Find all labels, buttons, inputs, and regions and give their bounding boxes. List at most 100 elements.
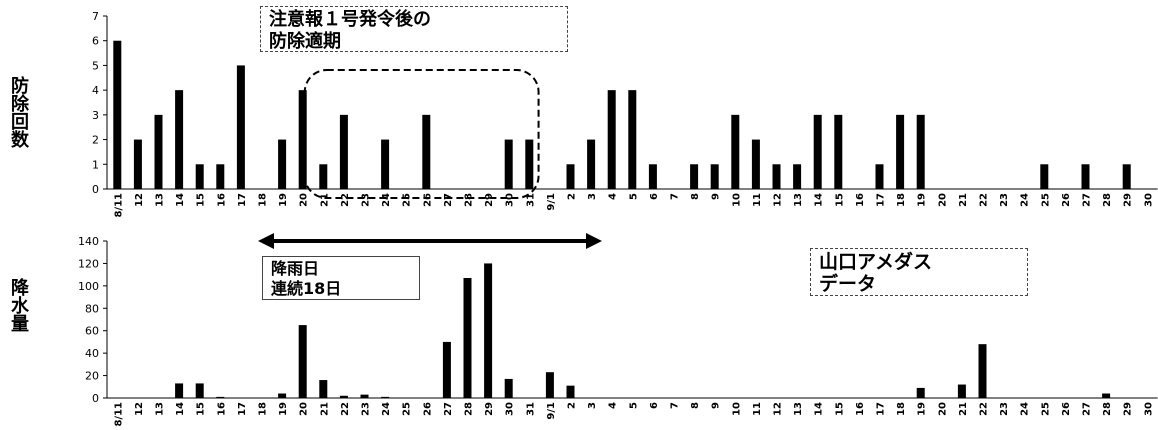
rain-y-tick-label: 80 — [85, 302, 99, 315]
spray-y-tick-label: 0 — [92, 183, 99, 196]
spray-x-tick-label: 27 — [1082, 193, 1093, 207]
spray-x-tick-label: 16 — [216, 193, 227, 207]
spray-x-tick-label: 31 — [525, 193, 536, 207]
top-y-axis-label: 防除回数 — [8, 76, 29, 148]
rain-y-tick-label: 0 — [92, 392, 99, 405]
rain-x-tick-label: 9/1 — [546, 402, 557, 420]
rain-x-tick-label: 15 — [834, 402, 845, 416]
rain-y-tick-label: 140 — [78, 235, 99, 248]
rain-x-tick-label: 22 — [340, 402, 351, 416]
spray-x-tick-label: 30 — [505, 193, 516, 207]
spray-bar — [731, 114, 740, 189]
source-note-line1: 山口アメダス — [819, 251, 933, 273]
spray-x-tick-label: 15 — [834, 193, 845, 207]
spray-bar — [813, 114, 822, 189]
spray-x-tick-label: 20 — [937, 193, 948, 207]
rain-bar — [1102, 393, 1111, 398]
rain-x-tick-label: 6 — [649, 402, 660, 409]
rain-x-tick-label: 22 — [979, 402, 990, 416]
spray-y-tick-label: 2 — [92, 134, 99, 147]
spray-x-tick-label: 18 — [896, 193, 907, 207]
spray-x-tick-label: 19 — [917, 193, 928, 207]
rain-y-tick-label: 20 — [85, 370, 99, 383]
rain-y-tick-label: 120 — [78, 257, 99, 270]
rain-bar — [298, 325, 307, 398]
spray-x-tick-label: 26 — [1061, 193, 1072, 207]
spray-x-tick-label: 29 — [1123, 193, 1134, 207]
spray-period-note-line2: 防除適期 — [269, 31, 341, 52]
rain-x-tick-label: 14 — [175, 402, 186, 416]
rain-x-tick-label: 16 — [855, 402, 866, 416]
spray-x-tick-label: 21 — [319, 193, 330, 207]
spray-bar — [339, 114, 348, 189]
spray-x-tick-label: 22 — [979, 193, 990, 207]
spray-x-tick-label: 7 — [670, 193, 681, 200]
rain-x-tick-label: 17 — [237, 402, 248, 416]
spray-bar — [628, 90, 637, 189]
spray-x-tick-label: 24 — [1020, 193, 1031, 207]
rain-x-tick-label: 25 — [402, 402, 413, 416]
rain-bar — [360, 394, 369, 398]
spray-x-tick-label: 8 — [690, 193, 701, 200]
spray-x-tick-label: 28 — [464, 193, 475, 207]
spray-x-tick-label: 25 — [402, 193, 413, 207]
spray-x-tick-label: 26 — [422, 193, 433, 207]
spray-bar — [1081, 164, 1090, 189]
spray-x-tick-label: 19 — [278, 193, 289, 207]
rain-x-tick-label: 8/11 — [113, 402, 124, 427]
spray-x-tick-label: 17 — [237, 193, 248, 207]
rain-x-tick-label: 24 — [1020, 402, 1031, 416]
rain-period-arrow-head-right — [586, 233, 602, 249]
rain-x-tick-label: 7 — [670, 402, 681, 409]
spray-x-tick-label: 25 — [1040, 193, 1051, 207]
rain-days-note: 降雨日 連続18日 — [262, 256, 420, 300]
rain-bar — [916, 387, 925, 398]
rain-x-tick-label: 16 — [216, 402, 227, 416]
spray-bar — [834, 114, 843, 189]
spray-x-tick-label: 4 — [608, 193, 619, 200]
spray-bar — [195, 164, 204, 189]
spray-bar — [236, 65, 245, 189]
spray-x-tick-label: 3 — [587, 193, 598, 200]
rain-x-tick-label: 12 — [134, 402, 145, 416]
spray-x-tick-label: 16 — [855, 193, 866, 207]
spray-x-tick-label: 5 — [628, 193, 639, 200]
spray-x-tick-label: 24 — [381, 193, 392, 207]
spray-bar — [319, 164, 328, 189]
spray-bar — [690, 164, 699, 189]
rain-x-tick-label: 8 — [690, 402, 701, 409]
spray-bar — [566, 164, 575, 189]
rain-x-tick-label: 19 — [278, 402, 289, 416]
spray-y-tick-label: 6 — [92, 35, 99, 48]
rain-x-tick-label: 12 — [773, 402, 784, 416]
spray-x-tick-label: 2 — [567, 193, 578, 200]
spray-x-tick-label: 27 — [443, 193, 454, 207]
rain-x-tick-label: 23 — [999, 402, 1010, 416]
spray-y-tick-label: 3 — [92, 109, 99, 122]
source-note-line2: データ — [819, 273, 877, 295]
spray-x-tick-label: 30 — [1143, 193, 1154, 207]
spray-bar — [175, 90, 184, 189]
spray-x-tick-label: 10 — [731, 193, 742, 207]
spray-bar — [772, 164, 781, 189]
spray-bar — [607, 90, 616, 189]
rain-bar — [442, 341, 451, 398]
spray-x-tick-label: 12 — [134, 193, 145, 207]
rain-bar — [195, 383, 204, 398]
rain-x-tick-label: 5 — [628, 402, 639, 409]
rain-x-tick-label: 18 — [896, 402, 907, 416]
spray-x-tick-label: 14 — [814, 193, 825, 207]
spray-x-tick-label: 21 — [958, 193, 969, 207]
spray-bar — [133, 139, 142, 189]
rain-x-tick-label: 13 — [155, 402, 166, 416]
rain-bar — [566, 385, 575, 398]
rain-x-tick-label: 23 — [361, 402, 372, 416]
rain-x-tick-label: 17 — [876, 402, 887, 416]
rain-x-tick-label: 11 — [752, 402, 763, 416]
spray-bar — [381, 139, 390, 189]
spray-x-tick-label: 13 — [793, 193, 804, 207]
spray-bar — [710, 164, 719, 189]
spray-y-tick-label: 7 — [92, 10, 99, 23]
spray-bar — [916, 114, 925, 189]
rain-x-tick-label: 19 — [917, 402, 928, 416]
